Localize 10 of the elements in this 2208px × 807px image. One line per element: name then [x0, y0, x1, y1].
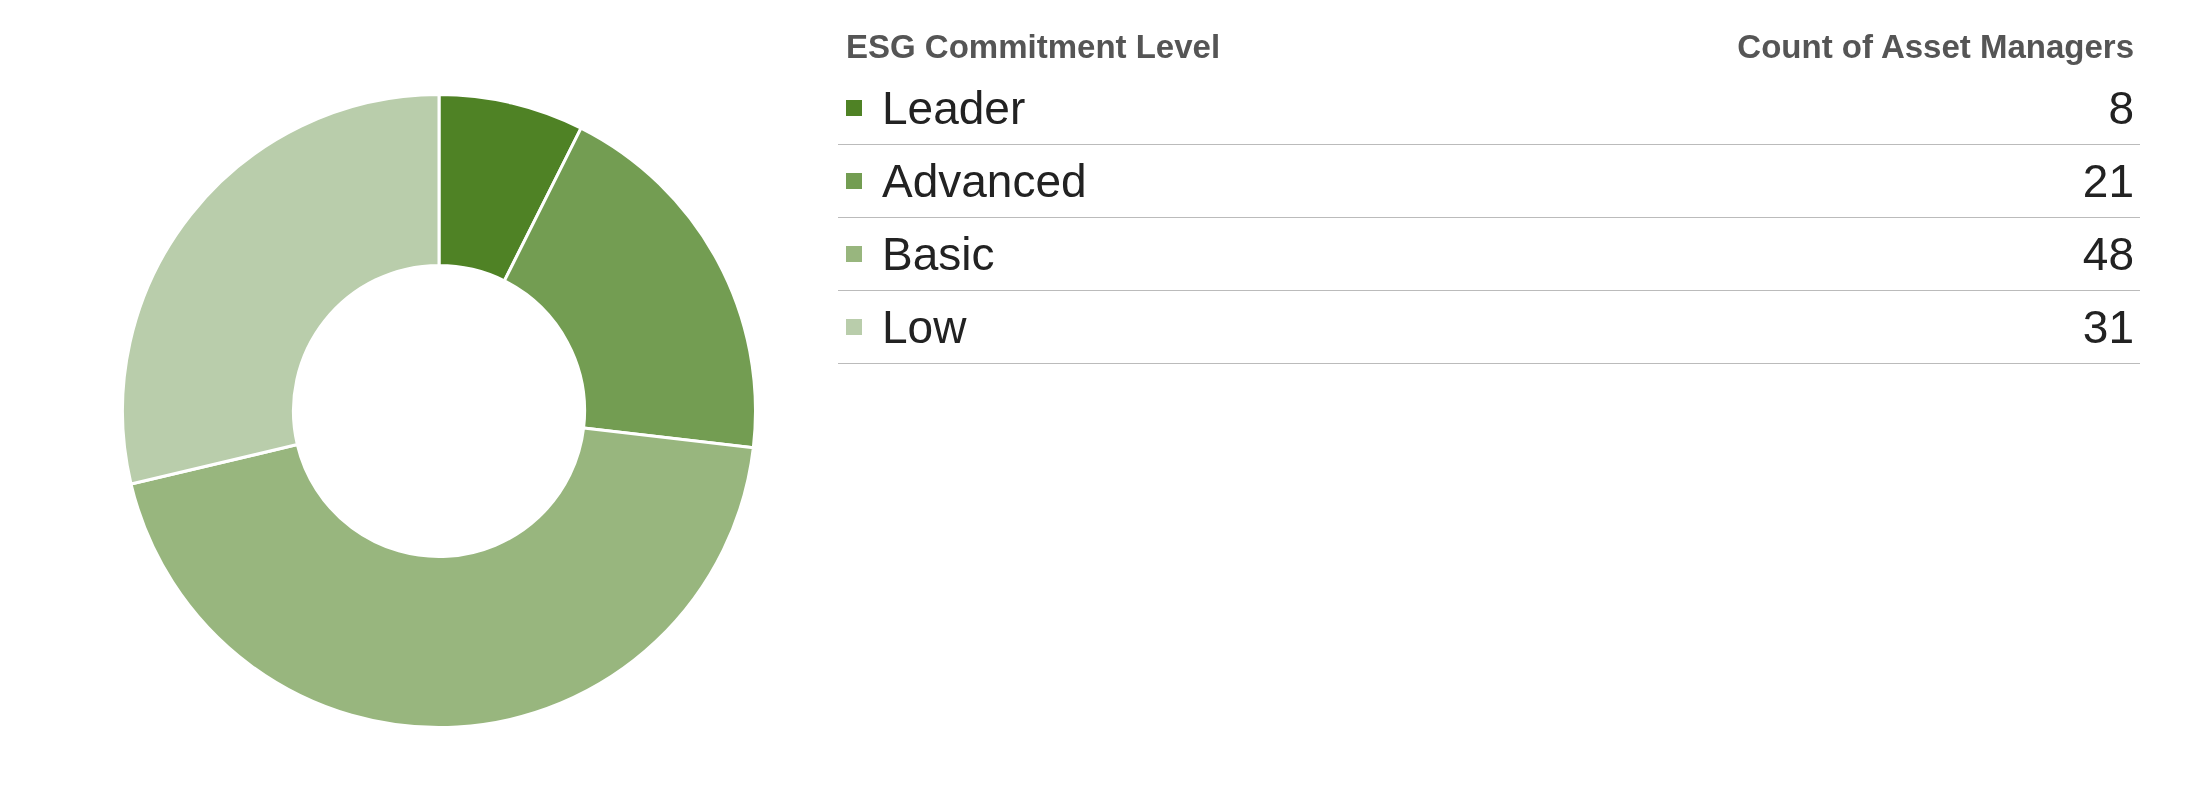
- legend-label: Advanced: [882, 154, 1088, 208]
- text: Count of Asset Managers: [1737, 28, 2134, 66]
- data-label: 48: [2082, 227, 2135, 281]
- data-label: 31: [2082, 300, 2135, 354]
- legend-label: Low: [882, 300, 968, 354]
- data-label: 8: [2108, 81, 2135, 135]
- legend-label: Basic: [882, 227, 996, 281]
- data-label: 21: [2082, 154, 2135, 208]
- legend-title: ESG Commitment Level: [846, 28, 1221, 66]
- legend-label: Leader: [882, 81, 1027, 135]
